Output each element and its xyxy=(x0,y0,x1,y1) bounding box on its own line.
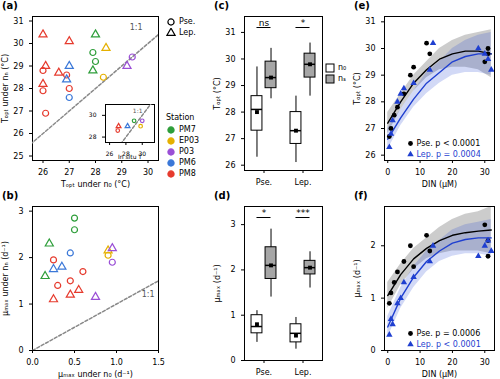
svg-text:μₘₐₓ (d⁻¹): μₘₐₓ (d⁻¹) xyxy=(353,259,362,297)
html-text:(e): (e) xyxy=(354,0,370,11)
svg-text:28: 28 xyxy=(13,84,23,93)
html-text:Pse.: Pse. xyxy=(179,17,196,26)
html-text:(a): (a) xyxy=(2,0,18,11)
svg-text:0: 0 xyxy=(385,168,390,177)
svg-text:Tₒₚₜ (°C): Tₒₚₜ (°C) xyxy=(353,72,362,105)
html-text:Station: Station xyxy=(166,113,195,122)
svg-text:26: 26 xyxy=(225,161,235,170)
svg-text:29: 29 xyxy=(117,168,127,177)
svg-text:10: 10 xyxy=(415,168,425,177)
svg-text:30: 30 xyxy=(13,39,23,48)
svg-text:Pse. p = 0.0006: Pse. p = 0.0006 xyxy=(417,329,481,338)
svg-text:29: 29 xyxy=(225,81,235,90)
html-text:nₛ: nₛ xyxy=(338,74,347,83)
svg-text:1: 1 xyxy=(18,300,23,309)
svg-text:0: 0 xyxy=(18,346,23,355)
svg-text:0: 0 xyxy=(385,358,390,367)
svg-text:μₘₐₓ under nₙ (d⁻¹): μₘₐₓ under nₙ (d⁻¹) xyxy=(1,241,10,316)
svg-text:30: 30 xyxy=(365,44,375,53)
svg-text:Lep.: Lep. xyxy=(295,368,312,377)
svg-text:27: 27 xyxy=(365,124,375,133)
svg-text:28: 28 xyxy=(225,108,235,117)
svg-text:DIN (μM): DIN (μM) xyxy=(422,370,457,379)
svg-text:28: 28 xyxy=(90,168,100,177)
svg-text:26: 26 xyxy=(38,168,48,177)
svg-text:0.5: 0.5 xyxy=(68,358,81,367)
svg-text:μₘₐₓ (d⁻¹): μₘₐₓ (d⁻¹) xyxy=(213,264,222,302)
svg-text:1.5: 1.5 xyxy=(152,358,165,367)
svg-text:Pse.: Pse. xyxy=(256,178,272,187)
svg-text:1:1: 1:1 xyxy=(133,107,143,114)
svg-text:30: 30 xyxy=(138,149,147,157)
svg-text:Lep.: Lep. xyxy=(295,178,312,187)
svg-text:*: * xyxy=(301,18,306,28)
svg-text:1: 1 xyxy=(370,294,375,303)
svg-text:29: 29 xyxy=(365,71,375,80)
html-text:P03: P03 xyxy=(179,147,194,156)
svg-text:Tₒₚₜ (°C): Tₒₚₜ (°C) xyxy=(213,77,222,110)
svg-text:DIN (μM): DIN (μM) xyxy=(422,180,457,189)
svg-text:0: 0 xyxy=(230,356,235,365)
svg-text:2: 2 xyxy=(18,253,23,262)
svg-text:2: 2 xyxy=(230,265,235,274)
svg-text:***: *** xyxy=(296,208,310,218)
html-text:PM8: PM8 xyxy=(179,169,196,178)
svg-text:26: 26 xyxy=(106,150,114,157)
svg-text:10: 10 xyxy=(415,358,425,367)
html-text:Lep.: Lep. xyxy=(179,28,196,37)
html-text:EP03: EP03 xyxy=(179,136,200,145)
svg-text:Lep. p < 0.0001: Lep. p < 0.0001 xyxy=(417,340,481,349)
svg-text:Pse. p < 0.0001: Pse. p < 0.0001 xyxy=(417,139,481,148)
html-text:PM7: PM7 xyxy=(179,125,196,134)
html-text:(d): (d) xyxy=(214,190,231,201)
svg-text:30: 30 xyxy=(480,358,490,367)
svg-text:ns: ns xyxy=(259,18,270,28)
svg-text:μₘₐₓ under n₀ (d⁻¹): μₘₐₓ under n₀ (d⁻¹) xyxy=(58,370,133,379)
svg-text:Lep. p = 0.0004: Lep. p = 0.0004 xyxy=(417,150,481,159)
svg-text:Tₒₚₜ under n₀ (°C): Tₒₚₜ under n₀ (°C) xyxy=(60,180,130,189)
svg-text:20: 20 xyxy=(447,168,457,177)
svg-text:30: 30 xyxy=(225,55,235,64)
svg-text:30: 30 xyxy=(143,168,153,177)
html-text:PM6: PM6 xyxy=(179,158,196,167)
svg-text:25: 25 xyxy=(13,152,23,161)
svg-text:27: 27 xyxy=(64,168,74,177)
svg-text:Tₒₚₜ under nₙ (°C): Tₒₚₜ under nₙ (°C) xyxy=(1,54,10,124)
svg-text:Pse.: Pse. xyxy=(256,368,272,377)
svg-text:In situ T: In situ T xyxy=(118,153,142,160)
html-text:(c): (c) xyxy=(214,0,230,11)
svg-text:1.0: 1.0 xyxy=(110,358,123,367)
svg-text:1: 1 xyxy=(230,311,235,320)
svg-text:3: 3 xyxy=(18,207,23,216)
svg-text:28: 28 xyxy=(365,97,375,106)
svg-text:28: 28 xyxy=(89,133,97,140)
html-text:(b): (b) xyxy=(2,190,19,201)
svg-text:3: 3 xyxy=(230,220,235,229)
svg-text:31: 31 xyxy=(225,28,235,37)
svg-text:26: 26 xyxy=(13,129,23,138)
svg-text:1:1: 1:1 xyxy=(142,290,155,299)
svg-text:0.0: 0.0 xyxy=(26,358,39,367)
html-text:n₀: n₀ xyxy=(338,63,347,72)
svg-text:27: 27 xyxy=(225,134,235,143)
svg-text:*: * xyxy=(262,208,267,218)
svg-text:26: 26 xyxy=(365,151,375,160)
svg-text:2: 2 xyxy=(370,241,375,250)
svg-text:29: 29 xyxy=(13,62,23,71)
svg-text:31: 31 xyxy=(365,17,375,26)
svg-text:27: 27 xyxy=(13,107,23,116)
svg-text:20: 20 xyxy=(447,358,457,367)
svg-text:31: 31 xyxy=(13,17,23,26)
svg-text:30: 30 xyxy=(480,168,490,177)
svg-text:30: 30 xyxy=(89,111,97,118)
svg-text:0: 0 xyxy=(370,346,375,355)
html-text:(f): (f) xyxy=(354,190,368,201)
svg-text:1:1: 1:1 xyxy=(130,23,143,32)
